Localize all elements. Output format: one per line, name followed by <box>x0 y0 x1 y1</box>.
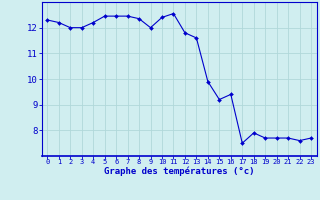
X-axis label: Graphe des températures (°c): Graphe des températures (°c) <box>104 167 254 176</box>
